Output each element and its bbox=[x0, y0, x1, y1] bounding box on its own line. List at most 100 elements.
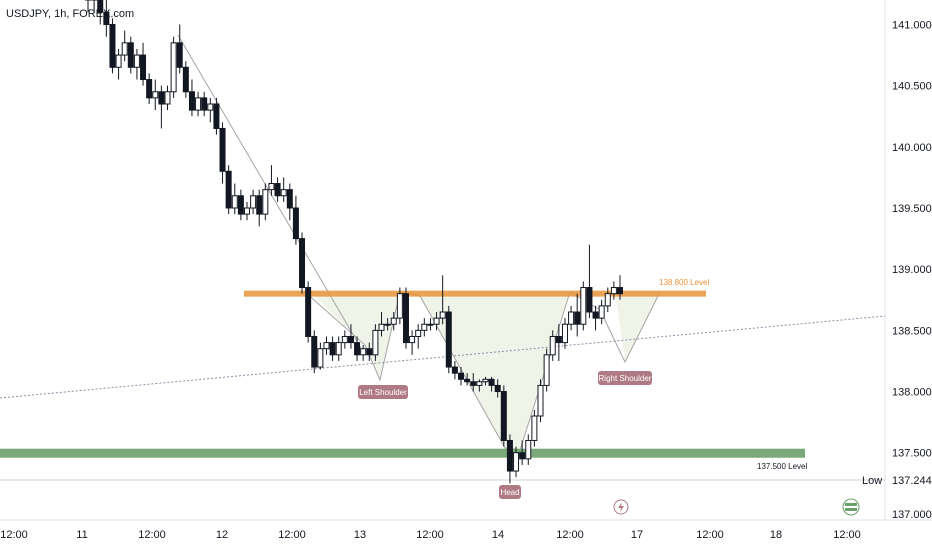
candle-up bbox=[604, 293, 611, 307]
calendar-flag-icon[interactable] bbox=[842, 498, 860, 516]
neckline[interactable] bbox=[0, 315, 886, 399]
candle-down bbox=[201, 97, 208, 111]
candle-down bbox=[237, 195, 244, 215]
candle-down bbox=[146, 79, 153, 99]
candle-down bbox=[109, 23, 116, 68]
candle-up bbox=[513, 452, 520, 472]
candle-up bbox=[525, 439, 532, 460]
candle-up bbox=[433, 317, 440, 325]
candle-down bbox=[347, 335, 354, 344]
x-tick-label: 13 bbox=[354, 529, 366, 541]
candle-down bbox=[176, 42, 183, 68]
candle-up bbox=[152, 91, 159, 99]
candle-down bbox=[500, 391, 507, 441]
candle-down bbox=[366, 348, 373, 356]
candle-down bbox=[354, 342, 361, 356]
x-tick-label: 12:00 bbox=[0, 529, 28, 541]
candle-up bbox=[164, 91, 171, 105]
candle-down bbox=[488, 378, 495, 386]
low-price-value: 137.244 bbox=[892, 475, 932, 487]
candle-down bbox=[219, 127, 226, 172]
candle-up bbox=[262, 189, 269, 215]
candle-up bbox=[561, 323, 568, 344]
candle-up bbox=[372, 329, 379, 356]
x-tick-label: 17 bbox=[631, 529, 643, 541]
candle-up bbox=[580, 287, 587, 325]
x-tick-label: 12:00 bbox=[138, 529, 166, 541]
x-tick-label: 14 bbox=[492, 529, 504, 541]
candle-up bbox=[268, 183, 275, 191]
x-tick-label: 12:00 bbox=[278, 529, 306, 541]
candle-down bbox=[470, 381, 477, 386]
lightning-icon[interactable] bbox=[613, 499, 629, 515]
candle-down bbox=[458, 372, 465, 380]
x-tick-label: 11 bbox=[76, 529, 87, 541]
candle-up bbox=[378, 323, 385, 331]
price-axis[interactable]: 137.000 137.500 138.000 138.500 139.000 139.5… bbox=[892, 19, 932, 520]
candle-down bbox=[256, 195, 263, 215]
y-tick-label: 140.500 bbox=[892, 81, 932, 93]
candle-up bbox=[396, 293, 403, 319]
y-tick-label: 139.500 bbox=[892, 203, 932, 215]
candle-up bbox=[568, 311, 575, 325]
candle-down bbox=[158, 91, 165, 105]
right-shoulder-tag: Right Shoulder bbox=[598, 371, 652, 385]
y-tick-label: 137.000 bbox=[892, 509, 932, 521]
candle-up bbox=[421, 323, 428, 331]
head-label: Head bbox=[500, 488, 519, 497]
candle-down bbox=[292, 207, 299, 240]
candle-down bbox=[617, 287, 623, 295]
candle-down bbox=[305, 287, 312, 337]
candle-down bbox=[586, 287, 593, 313]
candle-down bbox=[286, 189, 293, 209]
candle-up bbox=[243, 207, 250, 215]
candle-up bbox=[250, 195, 257, 209]
candle-up bbox=[476, 381, 483, 386]
candle-up bbox=[335, 342, 342, 356]
candle-down bbox=[311, 335, 318, 368]
candle-down bbox=[402, 293, 409, 344]
candle-down bbox=[140, 54, 147, 81]
candle-down bbox=[464, 378, 471, 383]
x-tick-label: 12:00 bbox=[696, 529, 724, 541]
y-tick-label: 138.000 bbox=[892, 387, 932, 399]
left-shoulder-label: Left Shoulder bbox=[359, 388, 407, 397]
candle-down bbox=[127, 42, 134, 68]
candles bbox=[85, 0, 623, 484]
low-label: Low bbox=[862, 475, 882, 487]
low-price-box bbox=[886, 474, 932, 488]
candle-up bbox=[121, 42, 128, 56]
candle-up bbox=[384, 323, 391, 326]
x-tick-label: 12:00 bbox=[833, 529, 861, 541]
candle-down bbox=[213, 103, 220, 129]
candle-down bbox=[329, 342, 336, 356]
support-level-zone[interactable] bbox=[0, 448, 805, 458]
candle-down bbox=[445, 311, 452, 368]
candle-up bbox=[549, 335, 556, 356]
candle-up bbox=[482, 378, 489, 383]
candle-up bbox=[427, 323, 434, 326]
candle-down bbox=[274, 183, 281, 197]
resistance-level-label: 138.800 Level bbox=[659, 278, 709, 287]
candle-up bbox=[390, 317, 397, 325]
y-tick-label: 141.000 bbox=[892, 19, 932, 31]
time-axis[interactable]: 12:00 11 12:00 12 12:00 13 12:00 14 12:00 17 12:00… bbox=[0, 529, 861, 541]
candle-down bbox=[555, 335, 562, 344]
candle-down bbox=[182, 66, 189, 93]
candle-up bbox=[610, 287, 617, 295]
candle-down bbox=[299, 238, 306, 289]
candle-up bbox=[415, 329, 422, 337]
x-tick-label: 12:00 bbox=[416, 529, 444, 541]
candle-up bbox=[360, 348, 367, 356]
candle-down bbox=[494, 384, 501, 393]
candle-up bbox=[207, 103, 214, 111]
candle-down bbox=[225, 170, 232, 209]
candle-up bbox=[280, 189, 287, 197]
pattern-fill bbox=[310, 292, 660, 450]
candle-up bbox=[323, 342, 330, 350]
resistance-level-zone[interactable] bbox=[244, 290, 706, 297]
candle-down bbox=[574, 311, 581, 325]
candle-up bbox=[317, 348, 324, 368]
candle-down bbox=[506, 439, 513, 472]
